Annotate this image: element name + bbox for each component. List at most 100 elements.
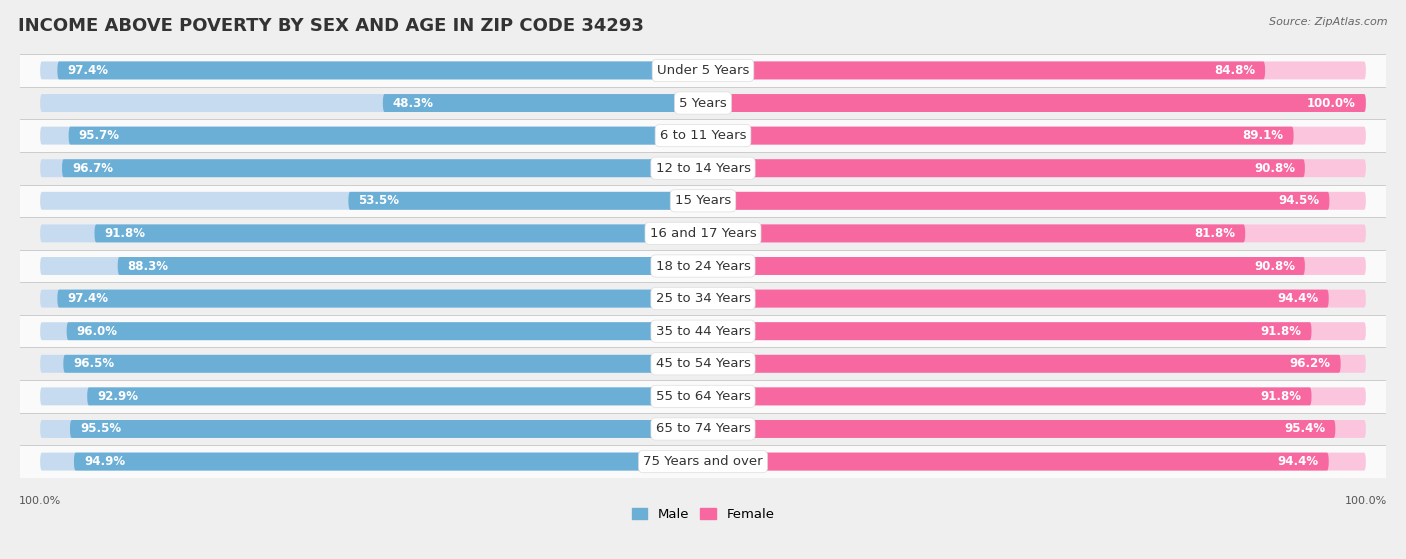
FancyBboxPatch shape	[41, 127, 703, 145]
Text: 91.8%: 91.8%	[1261, 325, 1302, 338]
FancyBboxPatch shape	[41, 355, 703, 373]
Text: 92.9%: 92.9%	[97, 390, 138, 403]
FancyBboxPatch shape	[41, 61, 703, 79]
FancyBboxPatch shape	[703, 127, 1365, 145]
Text: 91.8%: 91.8%	[1261, 390, 1302, 403]
Text: 94.4%: 94.4%	[1278, 292, 1319, 305]
Text: 95.7%: 95.7%	[79, 129, 120, 142]
Bar	[20, 119, 1386, 152]
FancyBboxPatch shape	[703, 453, 1329, 471]
FancyBboxPatch shape	[703, 94, 1365, 112]
FancyBboxPatch shape	[118, 257, 703, 275]
Bar	[20, 413, 1386, 446]
FancyBboxPatch shape	[703, 290, 1329, 307]
Text: Source: ZipAtlas.com: Source: ZipAtlas.com	[1270, 17, 1388, 27]
FancyBboxPatch shape	[41, 322, 703, 340]
FancyBboxPatch shape	[41, 257, 703, 275]
Text: 96.7%: 96.7%	[72, 162, 112, 175]
Text: 96.2%: 96.2%	[1289, 357, 1330, 370]
FancyBboxPatch shape	[703, 159, 1365, 177]
Text: 45 to 54 Years: 45 to 54 Years	[655, 357, 751, 370]
Text: 89.1%: 89.1%	[1243, 129, 1284, 142]
FancyBboxPatch shape	[41, 387, 703, 405]
Bar	[20, 446, 1386, 478]
Text: 88.3%: 88.3%	[128, 259, 169, 272]
FancyBboxPatch shape	[58, 61, 703, 79]
FancyBboxPatch shape	[703, 453, 1365, 471]
Bar	[20, 348, 1386, 380]
FancyBboxPatch shape	[41, 290, 703, 307]
Bar	[20, 54, 1386, 87]
Text: 35 to 44 Years: 35 to 44 Years	[655, 325, 751, 338]
FancyBboxPatch shape	[66, 322, 703, 340]
FancyBboxPatch shape	[41, 225, 703, 243]
FancyBboxPatch shape	[703, 322, 1365, 340]
FancyBboxPatch shape	[703, 257, 1365, 275]
FancyBboxPatch shape	[41, 94, 703, 112]
Text: 100.0%: 100.0%	[1308, 97, 1355, 110]
FancyBboxPatch shape	[703, 61, 1265, 79]
FancyBboxPatch shape	[62, 159, 703, 177]
Bar	[20, 315, 1386, 348]
Bar	[20, 87, 1386, 119]
Text: 15 Years: 15 Years	[675, 195, 731, 207]
Text: 5 Years: 5 Years	[679, 97, 727, 110]
Text: 97.4%: 97.4%	[67, 64, 108, 77]
Text: 48.3%: 48.3%	[392, 97, 434, 110]
FancyBboxPatch shape	[703, 420, 1365, 438]
FancyBboxPatch shape	[94, 225, 703, 243]
FancyBboxPatch shape	[703, 94, 1365, 112]
Text: 90.8%: 90.8%	[1254, 259, 1295, 272]
Text: 100.0%: 100.0%	[20, 496, 62, 506]
FancyBboxPatch shape	[70, 420, 703, 438]
FancyBboxPatch shape	[703, 355, 1365, 373]
FancyBboxPatch shape	[63, 355, 703, 373]
FancyBboxPatch shape	[703, 192, 1330, 210]
Text: 65 to 74 Years: 65 to 74 Years	[655, 423, 751, 435]
FancyBboxPatch shape	[703, 192, 1365, 210]
Text: 97.4%: 97.4%	[67, 292, 108, 305]
Bar	[20, 184, 1386, 217]
Legend: Male, Female: Male, Female	[626, 503, 780, 527]
Text: 16 and 17 Years: 16 and 17 Years	[650, 227, 756, 240]
FancyBboxPatch shape	[703, 290, 1365, 307]
Text: 90.8%: 90.8%	[1254, 162, 1295, 175]
Text: 95.5%: 95.5%	[80, 423, 121, 435]
FancyBboxPatch shape	[349, 192, 703, 210]
FancyBboxPatch shape	[75, 453, 703, 471]
Bar	[20, 282, 1386, 315]
FancyBboxPatch shape	[703, 322, 1312, 340]
Text: 94.4%: 94.4%	[1278, 455, 1319, 468]
Text: 75 Years and over: 75 Years and over	[643, 455, 763, 468]
Text: 55 to 64 Years: 55 to 64 Years	[655, 390, 751, 403]
FancyBboxPatch shape	[41, 192, 703, 210]
FancyBboxPatch shape	[703, 355, 1341, 373]
Text: 84.8%: 84.8%	[1213, 64, 1256, 77]
Text: 94.5%: 94.5%	[1278, 195, 1319, 207]
Text: Under 5 Years: Under 5 Years	[657, 64, 749, 77]
Text: 18 to 24 Years: 18 to 24 Years	[655, 259, 751, 272]
Bar	[20, 250, 1386, 282]
Text: 25 to 34 Years: 25 to 34 Years	[655, 292, 751, 305]
Text: 95.4%: 95.4%	[1284, 423, 1326, 435]
FancyBboxPatch shape	[703, 387, 1312, 405]
FancyBboxPatch shape	[41, 159, 703, 177]
FancyBboxPatch shape	[382, 94, 703, 112]
Text: 12 to 14 Years: 12 to 14 Years	[655, 162, 751, 175]
FancyBboxPatch shape	[703, 257, 1305, 275]
FancyBboxPatch shape	[703, 159, 1305, 177]
Text: INCOME ABOVE POVERTY BY SEX AND AGE IN ZIP CODE 34293: INCOME ABOVE POVERTY BY SEX AND AGE IN Z…	[18, 17, 644, 35]
FancyBboxPatch shape	[703, 225, 1246, 243]
FancyBboxPatch shape	[703, 387, 1365, 405]
Text: 100.0%: 100.0%	[1344, 496, 1386, 506]
Text: 96.0%: 96.0%	[76, 325, 118, 338]
Text: 81.8%: 81.8%	[1194, 227, 1236, 240]
FancyBboxPatch shape	[41, 420, 703, 438]
Bar	[20, 152, 1386, 184]
FancyBboxPatch shape	[703, 61, 1365, 79]
Bar	[20, 380, 1386, 413]
FancyBboxPatch shape	[703, 420, 1336, 438]
FancyBboxPatch shape	[69, 127, 703, 145]
Text: 96.5%: 96.5%	[73, 357, 114, 370]
Text: 91.8%: 91.8%	[104, 227, 145, 240]
